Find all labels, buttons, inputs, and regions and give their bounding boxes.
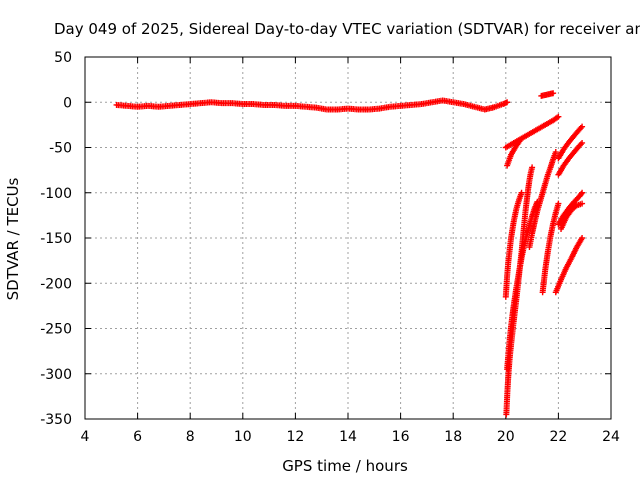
data-point	[579, 235, 586, 241]
data-point	[518, 135, 525, 142]
y-tick-label: -350	[40, 412, 72, 428]
y-tick-label: -300	[40, 367, 72, 383]
data-point	[579, 200, 586, 207]
x-tick-label: 8	[186, 429, 195, 445]
y-tick-label: -100	[40, 186, 72, 202]
series-main	[113, 97, 496, 113]
x-tick-label: 14	[339, 429, 357, 445]
plot-frame	[84, 56, 612, 420]
x-tick-label: 12	[286, 429, 304, 445]
x-tick-label: 22	[549, 429, 567, 445]
series-short-arc	[538, 90, 557, 99]
data-point	[555, 113, 562, 120]
y-tick-label: 50	[54, 50, 72, 66]
x-tick-label: 24	[602, 429, 620, 445]
series-low-3	[552, 235, 586, 296]
y-tick-label: 0	[63, 95, 72, 111]
series-steep-4	[526, 149, 559, 251]
x-tick-label: 4	[81, 429, 90, 445]
series-rise-4	[555, 139, 586, 178]
grid-layer	[85, 57, 611, 419]
series-main-tail	[489, 99, 511, 111]
series-low-2	[558, 200, 586, 232]
y-tick-label: -150	[40, 231, 72, 247]
data-point	[579, 139, 586, 146]
data-point	[518, 189, 525, 196]
x-tick-label: 10	[234, 429, 252, 445]
x-tick-label: 16	[392, 429, 410, 445]
data-point	[529, 164, 536, 171]
data-point	[579, 189, 586, 196]
x-tick-label: 20	[497, 429, 515, 445]
data-point	[555, 200, 562, 207]
chart-title: Day 049 of 2025, Sidereal Day-to-day VTE…	[54, 20, 640, 38]
series-rise-3	[555, 123, 586, 162]
data-point	[552, 149, 559, 156]
x-tick-label: 18	[444, 429, 462, 445]
data-point	[579, 123, 586, 130]
x-axis-label: GPS time / hours	[282, 457, 408, 475]
series-steep-5	[539, 200, 562, 296]
series-rise-2	[504, 135, 525, 169]
y-tick-label: -200	[40, 276, 72, 292]
y-tick-label: -250	[40, 322, 72, 338]
series-steep-3	[502, 189, 525, 300]
tick-layer: 4 6 8 10 12 14 16 18 20 22 24 50 0 -50 -100 -150 -200 -25…	[40, 50, 620, 445]
data-points	[113, 90, 586, 418]
series-rise-1	[502, 113, 562, 151]
series-steep-2	[504, 198, 541, 373]
data-point	[550, 90, 557, 97]
y-tick-label: -50	[49, 141, 72, 157]
data-point	[504, 99, 511, 106]
x-tick-label: 6	[133, 429, 142, 445]
data-point	[578, 190, 585, 197]
y-axis-label: SDTVAR / TECUs	[4, 177, 22, 300]
